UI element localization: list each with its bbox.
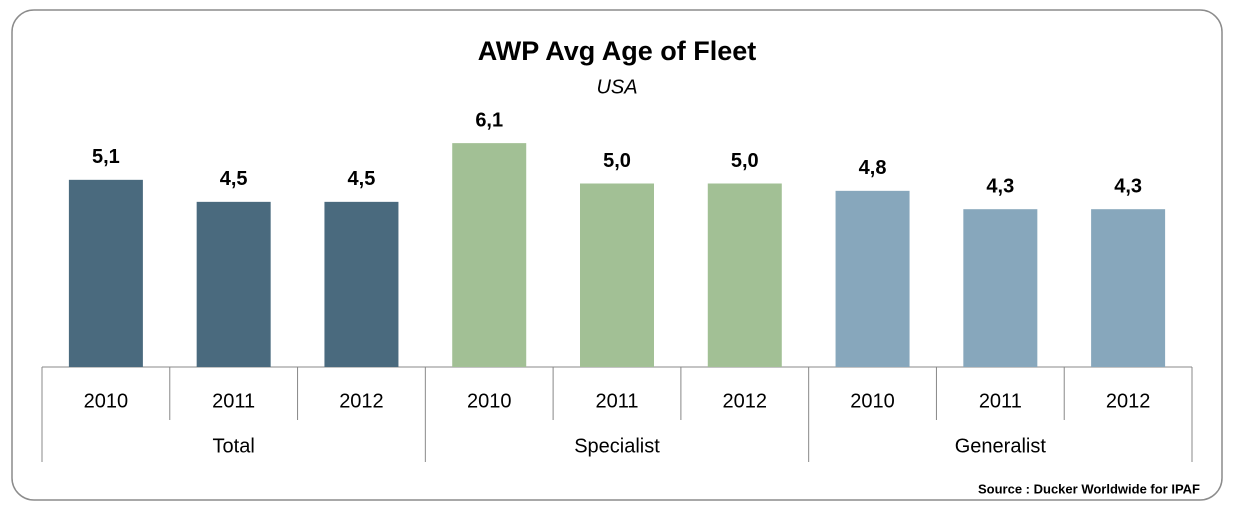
value-label: 4,5: [348, 168, 376, 190]
bar: [196, 201, 271, 367]
x-tick-label: 2012: [339, 390, 384, 412]
value-label: 5,1: [92, 146, 120, 168]
bar: [707, 183, 782, 367]
bar: [835, 190, 910, 367]
x-tick-label: 2011: [979, 390, 1022, 412]
group-label: Specialist: [574, 435, 660, 457]
chart-title: AWP Avg Age of Fleet: [478, 36, 757, 66]
x-tick-label: 2012: [1106, 390, 1151, 412]
chart-subtitle: USA: [596, 76, 637, 98]
group-label: Generalist: [955, 435, 1047, 457]
x-tick-label: 2012: [723, 390, 768, 412]
bar: [1091, 209, 1166, 367]
x-tick-label: 2011: [212, 390, 255, 412]
value-label: 5,0: [731, 150, 759, 172]
bar: [68, 179, 143, 367]
bar: [963, 209, 1038, 367]
value-label: 6,1: [475, 109, 503, 131]
x-tick-label: 2010: [850, 390, 895, 412]
value-label: 5,0: [603, 150, 631, 172]
value-label: 4,8: [859, 157, 887, 179]
value-label: 4,5: [220, 168, 248, 190]
x-tick-label: 2010: [84, 390, 129, 412]
x-tick-label: 2011: [595, 390, 638, 412]
bar: [580, 183, 654, 367]
source-note: Source : Ducker Worldwide for IPAF: [978, 481, 1200, 496]
bar: [324, 201, 399, 367]
group-label: Total: [213, 435, 255, 457]
value-label: 4,3: [1114, 175, 1142, 197]
bar: [452, 143, 527, 367]
value-label: 4,3: [986, 175, 1014, 197]
x-tick-label: 2010: [467, 390, 512, 412]
